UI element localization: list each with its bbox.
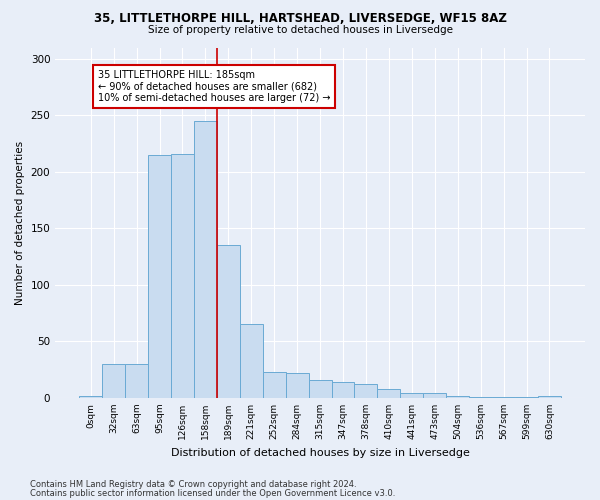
Bar <box>263 372 286 398</box>
Bar <box>286 373 308 398</box>
Bar <box>217 246 240 398</box>
Bar <box>148 155 171 398</box>
Bar <box>377 389 400 398</box>
Bar <box>446 396 469 398</box>
Bar <box>355 384 377 398</box>
Text: Size of property relative to detached houses in Liversedge: Size of property relative to detached ho… <box>148 25 452 35</box>
Bar <box>400 394 423 398</box>
Text: Contains HM Land Registry data © Crown copyright and database right 2024.: Contains HM Land Registry data © Crown c… <box>30 480 356 489</box>
Y-axis label: Number of detached properties: Number of detached properties <box>15 140 25 305</box>
Bar <box>125 364 148 398</box>
Bar <box>171 154 194 398</box>
X-axis label: Distribution of detached houses by size in Liversedge: Distribution of detached houses by size … <box>170 448 470 458</box>
Bar <box>469 397 492 398</box>
Bar <box>332 382 355 398</box>
Text: Contains public sector information licensed under the Open Government Licence v3: Contains public sector information licen… <box>30 488 395 498</box>
Bar <box>240 324 263 398</box>
Bar <box>423 394 446 398</box>
Bar <box>308 380 332 398</box>
Bar <box>79 396 102 398</box>
Bar <box>538 396 561 398</box>
Bar <box>492 397 515 398</box>
Bar <box>102 364 125 398</box>
Text: 35 LITTLETHORPE HILL: 185sqm
← 90% of detached houses are smaller (682)
10% of s: 35 LITTLETHORPE HILL: 185sqm ← 90% of de… <box>98 70 330 103</box>
Bar <box>194 121 217 398</box>
Bar <box>515 397 538 398</box>
Text: 35, LITTLETHORPE HILL, HARTSHEAD, LIVERSEDGE, WF15 8AZ: 35, LITTLETHORPE HILL, HARTSHEAD, LIVERS… <box>94 12 506 26</box>
